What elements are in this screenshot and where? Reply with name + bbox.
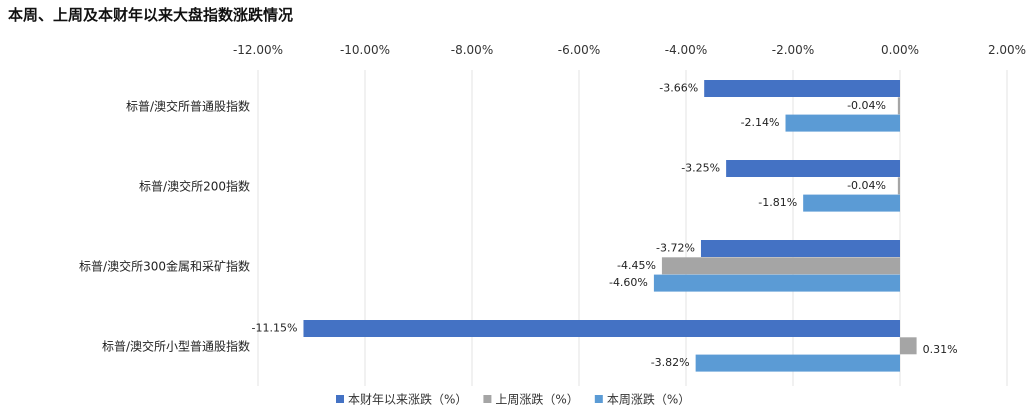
bars: [303, 80, 917, 372]
x-axis-ticks: -12.00% -10.00% -8.00% -6.00% -4.00% -2.00% 0.…: [233, 43, 1026, 57]
x-tick-label: -10.00%: [340, 43, 390, 57]
bar: [303, 320, 901, 337]
category-label: 标普/澳交所300金属和采矿指数: [79, 258, 250, 273]
bar: [900, 337, 917, 355]
data-label: -1.81%: [758, 196, 797, 209]
bar: [803, 194, 900, 212]
legend-swatch: [483, 395, 492, 403]
legend-swatch: [336, 395, 344, 403]
data-label: -4.45%: [617, 259, 656, 272]
x-tick-label: 0.00%: [881, 43, 919, 57]
bar: [897, 97, 900, 115]
legend: 本财年以来涨跌（%） 上周涨跌（%） 本周涨跌（%）: [336, 392, 690, 407]
chart-title: 本周、上周及本财年以来大盘指数涨跌情况: [8, 6, 294, 24]
category-labels: 标普/澳交所普通股指数标普/澳交所200指数标普/澳交所300金属和采矿指数标普…: [79, 98, 250, 353]
data-labels: -3.66% -3.25% -3.72% -11.15% -0.04% -0.04% -4.…: [252, 82, 958, 370]
category-label: 标普/澳交所200指数: [139, 178, 250, 193]
bar: [653, 274, 900, 292]
legend-label: 本周涨跌（%）: [607, 392, 690, 407]
data-label: -0.04%: [847, 99, 886, 112]
data-label: -3.25%: [681, 162, 720, 175]
legend-swatch: [594, 395, 603, 403]
x-tick-label: -4.00%: [665, 43, 707, 57]
data-label: -2.14%: [741, 116, 780, 129]
bar: [700, 240, 900, 257]
data-label: -0.04%: [847, 179, 886, 192]
legend-label: 上周涨跌（%）: [495, 392, 578, 407]
x-tick-label: -8.00%: [451, 43, 493, 57]
data-label: 0.31%: [923, 343, 958, 356]
data-label: -3.82%: [651, 356, 690, 369]
bar: [897, 177, 900, 195]
bar: [704, 80, 900, 97]
x-tick-label: -6.00%: [558, 43, 600, 57]
x-tick-label: 2.00%: [988, 43, 1026, 57]
category-label: 标普/澳交所小型普通股指数: [102, 338, 250, 353]
x-tick-label: -12.00%: [233, 43, 283, 57]
data-label: -3.66%: [659, 82, 698, 95]
bar: [785, 114, 900, 132]
category-label: 标普/澳交所普通股指数: [126, 98, 250, 113]
x-tick-label: -2.00%: [772, 43, 814, 57]
bar: [726, 160, 900, 177]
data-label: -3.72%: [656, 242, 695, 255]
legend-label: 本财年以来涨跌（%）: [348, 392, 467, 407]
bar: [661, 257, 900, 275]
bar: [695, 354, 900, 372]
data-label: -11.15%: [252, 322, 298, 335]
data-label: -4.60%: [609, 276, 648, 289]
